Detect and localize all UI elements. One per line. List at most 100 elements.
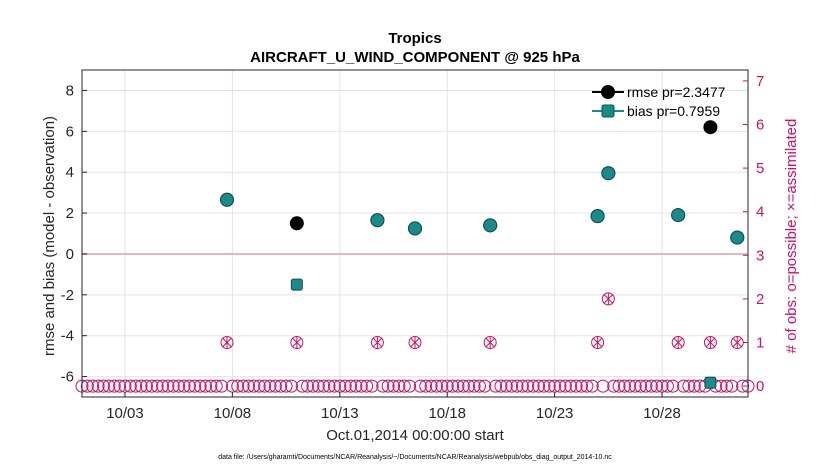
obs-possible-marker	[660, 379, 674, 393]
chart-title: Tropics	[388, 30, 441, 47]
x-tick-label: 10/18	[428, 405, 466, 422]
obs-possible-marker	[505, 379, 519, 393]
obs-possible-marker	[193, 379, 207, 393]
obs-possible-marker	[612, 379, 626, 393]
obs-possible-marker	[145, 379, 159, 393]
obs-possible-marker	[161, 379, 175, 393]
legend-rmse-marker	[601, 85, 615, 99]
obs-possible-marker	[494, 379, 508, 393]
x-tick-label: 10/23	[536, 405, 574, 422]
obs-possible-marker	[188, 379, 202, 393]
bias-point	[483, 218, 498, 233]
y2-tick-label: 7	[756, 73, 764, 90]
obs-possible-marker	[80, 379, 94, 393]
legend-bias-marker	[601, 104, 615, 118]
obs-possible-marker	[403, 379, 417, 393]
obs-possible-marker	[644, 379, 658, 393]
y2-axis-label: # of obs: o=possible; ×=assimilated	[783, 119, 800, 354]
legend-bias-label: bias pr=0.7959	[627, 103, 720, 119]
obs-possible-marker	[397, 379, 411, 393]
y-tick-label: 2	[66, 205, 74, 222]
obs-possible-marker	[429, 379, 443, 393]
obs-possible-marker	[301, 379, 315, 393]
obs-possible-marker	[231, 379, 245, 393]
obs-possible-marker	[150, 379, 164, 393]
y2-tick-label: 5	[756, 160, 764, 177]
obs-possible-marker	[107, 379, 121, 393]
obs-possible-marker	[236, 379, 250, 393]
obs-possible-marker	[338, 379, 352, 393]
obs-possible-marker	[634, 379, 648, 393]
y2-tick-label: 4	[756, 204, 764, 221]
obs-possible-marker	[268, 379, 282, 393]
y-tick-label: 0	[66, 246, 74, 263]
obs-possible-marker	[467, 379, 481, 393]
obs-possible-marker	[419, 379, 433, 393]
obs-possible-marker	[392, 379, 406, 393]
obs-possible-marker	[209, 379, 223, 393]
bias-point	[220, 192, 235, 207]
y-tick-label: 6	[66, 123, 74, 140]
y2-tick-label: 1	[756, 335, 764, 352]
y2-tick-label: 6	[756, 117, 764, 134]
bias-point	[601, 166, 616, 181]
obs-possible-marker	[677, 379, 691, 393]
obs-possible-marker	[736, 379, 750, 393]
obs-possible-marker	[575, 379, 588, 393]
y2-tick-label: 2	[756, 291, 764, 308]
obs-possible-marker	[693, 379, 707, 393]
obs-possible-marker	[215, 379, 229, 393]
obs-possible-marker	[306, 379, 320, 393]
obs-possible-marker	[720, 379, 734, 393]
obs-possible-marker	[284, 379, 298, 393]
y-tick-label: -6	[61, 369, 74, 386]
obs-possible-marker	[451, 379, 465, 393]
obs-possible-marker	[156, 379, 170, 393]
x-axis-label: Oct.01,2014 00:00:00 start	[326, 427, 504, 444]
obs-possible-marker	[113, 379, 127, 393]
obs-possible-marker	[279, 379, 293, 393]
y-axis-label: rmse and bias (model - observation)	[41, 116, 58, 356]
obs-possible-marker	[558, 379, 572, 393]
obs-possible-marker	[478, 379, 492, 393]
obs-possible-marker	[96, 379, 110, 393]
obs-possible-marker	[349, 379, 363, 393]
rmse-point	[289, 216, 304, 231]
obs-possible-marker	[564, 379, 578, 393]
obs-possible-marker	[129, 379, 143, 393]
obs-possible-marker	[413, 379, 427, 393]
obs-possible-marker	[295, 379, 309, 393]
obs-possible-marker	[91, 379, 105, 393]
obs-possible-marker	[172, 379, 186, 393]
obs-possible-marker	[639, 379, 653, 393]
obs-possible-marker	[365, 379, 379, 393]
obs-possible-marker	[650, 379, 664, 393]
obs-possible-marker	[596, 379, 610, 393]
obs-possible-marker	[102, 379, 116, 393]
obs-possible-marker	[252, 379, 266, 393]
bias-point	[730, 230, 745, 245]
obs-possible-marker	[526, 379, 540, 393]
obs-markers	[75, 292, 755, 393]
obs-possible-marker	[387, 379, 401, 393]
obs-possible-marker	[199, 379, 213, 393]
obs-possible-marker	[623, 379, 637, 393]
rmse-point	[703, 120, 718, 135]
axes-box	[81, 69, 749, 398]
y-tick-label: 8	[66, 82, 74, 99]
x-tick-label: 10/28	[643, 405, 681, 422]
series-markers	[220, 120, 745, 389]
obs-possible-marker	[499, 379, 513, 393]
obs-possible-marker	[327, 379, 341, 393]
footnote: data file: /Users/gharamti/Documents/NCA…	[218, 454, 612, 461]
obs-possible-marker	[274, 379, 288, 393]
obs-possible-marker	[322, 379, 336, 393]
obs-possible-marker	[585, 379, 599, 393]
obs-possible-marker	[263, 379, 277, 393]
obs-possible-marker	[86, 379, 100, 393]
obs-possible-marker	[580, 379, 594, 393]
obs-possible-marker	[515, 379, 529, 393]
obs-possible-marker	[182, 379, 196, 393]
obs-possible-marker	[134, 379, 148, 393]
